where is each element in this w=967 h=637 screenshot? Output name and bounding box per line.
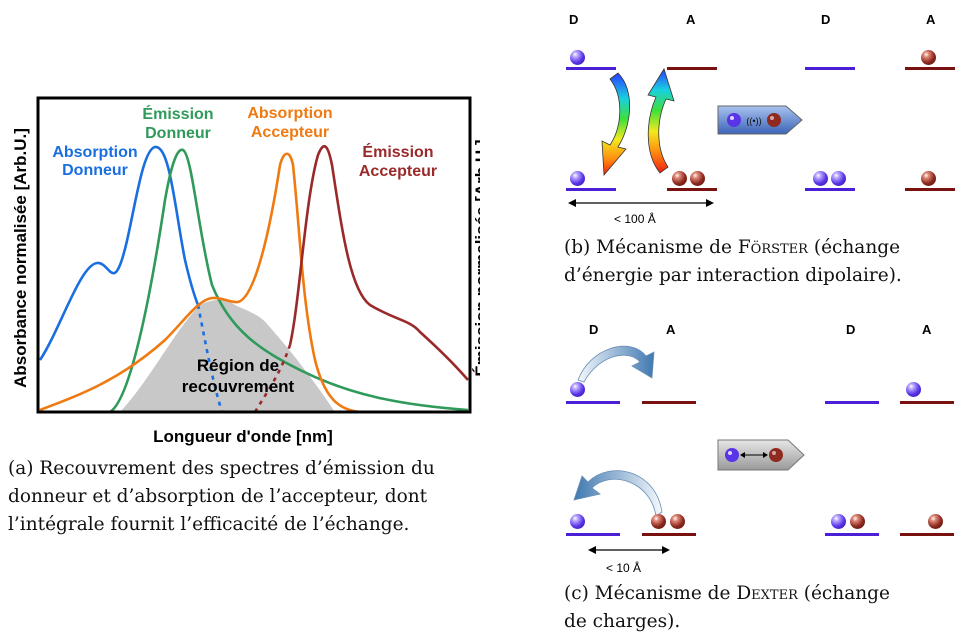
dexter-donor-lower-level: [566, 533, 620, 536]
caption-a-line3: l’intégrale fournit l’efficacité de l’éc…: [8, 514, 410, 535]
forster-after-acceptor-upper-level: [905, 67, 955, 70]
forster-label-a-before: A: [686, 12, 696, 27]
x-axis-label: Longueur d'onde [nm]: [153, 427, 333, 446]
forster-after-electron-donor-2: [831, 171, 846, 186]
plot-frame: [36, 96, 472, 414]
dexter-after-electron-acceptor-ground: [928, 514, 943, 529]
absorption-acceptor-curve: [39, 152, 361, 414]
forster-after-donor-upper-level: [805, 67, 855, 70]
dexter-acceptor-lower-level: [642, 533, 696, 536]
dexter-after-electron-acceptor-excited: [906, 382, 921, 397]
emission-donor-curve: [109, 148, 469, 414]
caption-a: (a) Recouvrement des spectres d’émission…: [8, 455, 508, 539]
dexter-label-d-before: D: [589, 322, 599, 337]
dexter-exchange-badge: [717, 439, 805, 471]
label-emission-acceptor-1: Émission: [362, 142, 433, 161]
dexter-bottom-arrow: [573, 470, 663, 517]
forster-down-arrow: [601, 72, 631, 177]
forster-acceptor-upper-level: [667, 67, 717, 70]
dexter-after-electron-donor: [831, 514, 846, 529]
forster-acceptor-lower-level: [667, 188, 717, 191]
forster-distance-label: < 100 Å: [614, 212, 656, 226]
dexter-distance-arrow: [588, 546, 670, 554]
forster-electron-donor-ground: [570, 171, 585, 186]
forster-after-electron-acceptor-excited: [921, 50, 936, 65]
forster-donor-lower-level: [566, 188, 616, 191]
dexter-after-acceptor-upper-level: [900, 401, 954, 404]
caption-b-suffix: (échange: [813, 237, 901, 258]
svg-text:((•)): ((•)): [746, 116, 761, 126]
y-axis-left-label: Absorbance normalisée [Arb.U.]: [11, 128, 30, 388]
caption-a-line2: donneur et d’absorption de l’accepteur, …: [8, 486, 428, 507]
forster-after-electron-acceptor-ground: [921, 171, 936, 186]
dexter-label-a-after: A: [922, 322, 932, 337]
y-axis-right-label: Émission normalisée [Arb.U.]: [472, 139, 480, 376]
caption-b-name: Förster: [737, 237, 808, 258]
dexter-top-arrow: [577, 345, 655, 383]
caption-c-name: Dexter: [736, 583, 798, 604]
caption-b: (b) Mécanisme de Förster (échange d’éner…: [564, 234, 964, 290]
caption-c-suffix: (échange: [803, 583, 890, 604]
dexter-acceptor-upper-level: [642, 401, 696, 404]
forster-after-donor-lower-level: [805, 188, 855, 191]
dexter-after-donor-lower-level: [825, 533, 879, 536]
label-absorption-donor-1: Absorption: [52, 144, 137, 161]
forster-label-d-before: D: [569, 12, 579, 27]
dexter-label-a-before: A: [666, 322, 676, 337]
dexter-electron-acceptor-1: [651, 514, 666, 529]
caption-b-prefix: (b) Mécanisme de: [564, 237, 732, 258]
forster-label-a-after: A: [926, 12, 936, 27]
label-absorption-acceptor-1: Absorption: [247, 105, 332, 122]
caption-c-prefix: (c) Mécanisme de: [564, 583, 731, 604]
forster-after-acceptor-lower-level: [905, 188, 955, 191]
dexter-after-acceptor-lower-level: [900, 533, 954, 536]
forster-distance-arrow: [568, 199, 714, 207]
dexter-electron-donor-excited: [570, 382, 585, 397]
forster-electron-donor-excited: [570, 50, 585, 65]
forster-electron-acceptor-1: [672, 171, 687, 186]
dexter-donor-upper-level: [566, 401, 620, 404]
overlap-label-2: recouvrement: [182, 377, 295, 396]
caption-c-line2: de charges).: [564, 611, 681, 632]
forster-donor-upper-level: [566, 67, 616, 70]
spectra-chart: Absorbance normalisée [Arb.U.] Émission …: [11, 96, 480, 446]
dexter-distance-label: < 10 Å: [606, 561, 642, 575]
caption-b-line2: d’énergie par interaction dipolaire).: [564, 265, 902, 286]
caption-a-line1: (a) Recouvrement des spectres d’émission…: [8, 458, 435, 479]
dexter-exchange-arrows: [573, 345, 663, 517]
dexter-electron-donor-ground: [570, 514, 585, 529]
dexter-label-d-after: D: [846, 322, 856, 337]
overlap-region: [120, 299, 335, 412]
emission-acceptor-curve: [288, 144, 469, 381]
dexter-after-donor-upper-level: [825, 401, 879, 404]
forster-up-arrow: [647, 68, 675, 174]
absorption-donor-dashed: [196, 304, 224, 413]
forster-after-electron-donor-1: [813, 171, 828, 186]
caption-c: (c) Mécanisme de Dexter (échange de char…: [564, 580, 964, 636]
dexter-after-electron-hole: [850, 514, 865, 529]
forster-transfer-arrows: [601, 68, 675, 177]
absorption-donor-curve: [38, 145, 200, 361]
label-emission-acceptor-2: Accepteur: [359, 163, 437, 180]
label-absorption-acceptor-2: Accepteur: [251, 124, 329, 141]
forster-electron-acceptor-2: [690, 171, 705, 186]
label-absorption-donor-2: Donneur: [62, 162, 128, 179]
forster-label-d-after: D: [821, 12, 831, 27]
label-emission-donor-1: Émission: [142, 104, 213, 123]
overlap-label-1: Région de: [197, 356, 279, 375]
label-emission-donor-2: Donneur: [145, 125, 211, 142]
forster-coupling-badge: ((•)): [717, 105, 803, 135]
dexter-electron-acceptor-2: [670, 514, 685, 529]
